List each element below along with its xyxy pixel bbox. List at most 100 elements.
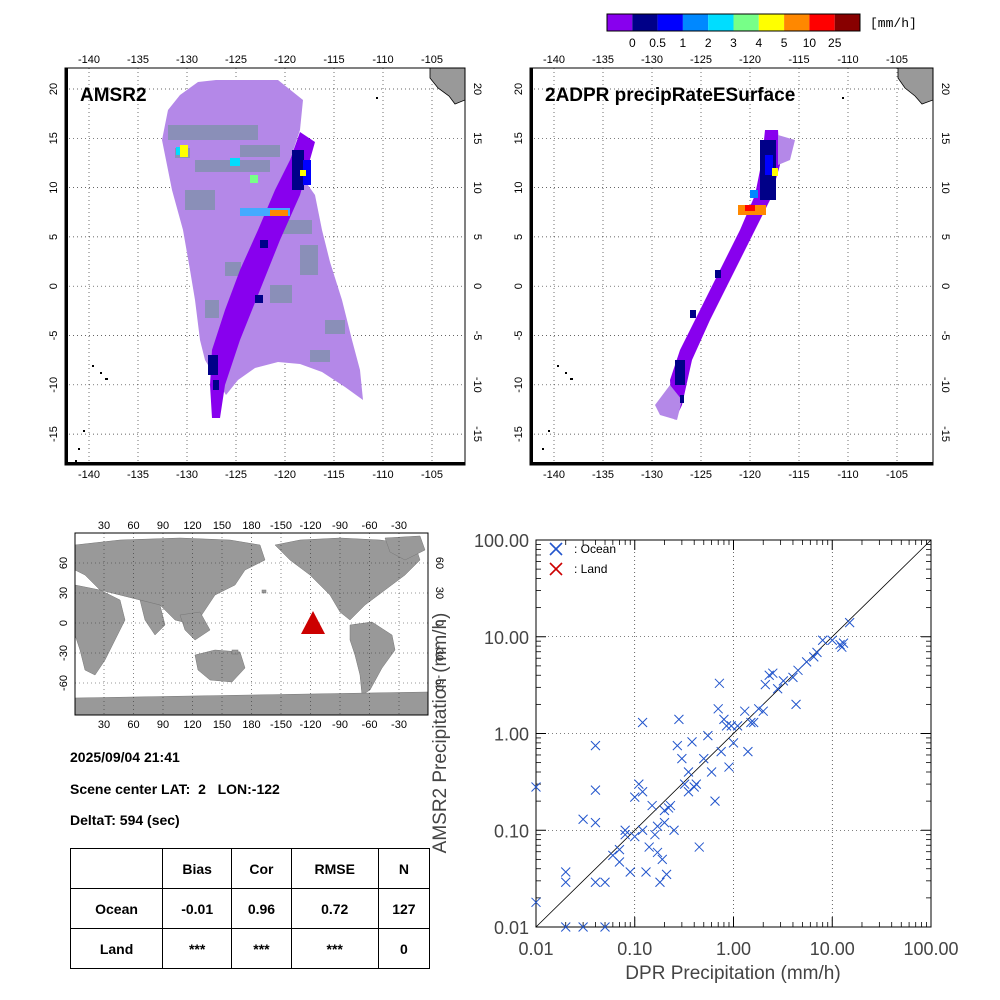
- stats-header-row: Bias Cor RMSE N: [69, 848, 431, 889]
- map-lon-tick-label-bottom: -115: [323, 469, 344, 481]
- world-lon-tick-label-bottom: 60: [127, 719, 139, 731]
- stats-cell: 0.96: [231, 888, 292, 929]
- scatter-point: [683, 767, 694, 777]
- scatter-point: [703, 730, 713, 741]
- scatter-point-stroke: [714, 678, 725, 689]
- stats-cell: 0.72: [290, 888, 379, 929]
- stats-cell: ***: [231, 928, 292, 969]
- scatter-legend: : Ocean: Land: [549, 542, 616, 576]
- scatter-point: [531, 897, 541, 908]
- scatter-point-stroke: [728, 738, 739, 748]
- world-land-north-america: [274, 537, 421, 621]
- scatter-point: [652, 821, 663, 832]
- scatter-point: [716, 746, 727, 757]
- scatter-point: [661, 869, 672, 880]
- stats-cell: ***: [290, 928, 379, 969]
- scatter-point-stroke: [679, 779, 690, 789]
- world-lon-tick-label-top: -120: [299, 520, 321, 532]
- world-lon-tick-label-bottom: -60: [362, 719, 378, 731]
- scatter-point: [679, 779, 690, 789]
- stats-row-land: Land *** *** *** 0: [69, 928, 431, 969]
- scatter-point: [748, 717, 759, 728]
- world-lon-tick-label-top: 180: [242, 520, 260, 532]
- scatter-point-stroke: [637, 825, 648, 836]
- map-lon-tick-label-top: -125: [225, 54, 247, 66]
- scatter-point-stroke: [531, 897, 541, 908]
- stats-cell: 0: [377, 928, 431, 969]
- scatter-point: [694, 842, 705, 852]
- scatter-point: [633, 779, 644, 789]
- scatter-ticks: 0.010.01 0.10 0.10 1.00 1.00 10.00 10.00 100.00…: [474, 531, 959, 959]
- scatter-point: [665, 800, 676, 811]
- scatter-point-stroke: [657, 854, 668, 865]
- scatter-point-stroke: [637, 717, 648, 728]
- map-lat-tick-label-right: 5: [471, 234, 483, 240]
- scatter-point: [659, 817, 670, 828]
- scatter-point: [625, 867, 636, 877]
- scatter-point-stroke: [614, 857, 625, 867]
- scatter-legend-marker: [549, 542, 563, 556]
- scatter-point-stroke: [703, 730, 713, 741]
- scatter-point: [835, 639, 845, 650]
- stats-header-n: N: [377, 848, 431, 889]
- scatter-point-stroke: [674, 714, 684, 725]
- scatter-y-axis-label: AMSR2 Precipitation (mm/h): [430, 613, 451, 854]
- scatter-point-stroke: [689, 782, 700, 792]
- scatter-point-stroke: [655, 877, 665, 888]
- scatter-point-stroke: [644, 842, 655, 852]
- map-lat-tick-label-left: 20: [48, 83, 60, 95]
- scatter-point: [743, 746, 753, 757]
- scatter-point-stroke: [641, 867, 651, 877]
- stats-row-ocean: Ocean -0.01 0.96 0.72 127: [69, 888, 431, 929]
- dpr-islands: [542, 97, 844, 450]
- scatter-point: [560, 922, 571, 932]
- scatter-legend-entry: : Ocean: [549, 542, 616, 556]
- world-lon-tick-label-bottom: -90: [332, 719, 348, 731]
- scatter-point: [600, 877, 610, 888]
- map-lon-tick-label-bottom: -105: [886, 469, 908, 481]
- dpr-panel-title: 2ADPR precipRateESurface: [545, 85, 795, 106]
- scene-location-marker: [301, 611, 325, 634]
- scene-center: Scene center LAT: 2 LON:-122: [70, 781, 280, 797]
- scatter-point-stroke: [672, 740, 683, 751]
- map-lon-tick-label-top: -140: [78, 54, 100, 66]
- amsr2-dpr-track: [210, 132, 315, 418]
- world-lon-tick-label-top: 30: [98, 520, 110, 532]
- scatter-point: [706, 767, 717, 777]
- scatter-point: [614, 857, 625, 867]
- scatter-point: [590, 877, 601, 888]
- scatter-point-stroke: [683, 767, 694, 777]
- map-lat-tick-label-left: 5: [513, 234, 525, 240]
- scatter-point: [827, 635, 838, 646]
- map-frame-thick-bottom: [530, 462, 933, 465]
- world-lat-tick-label-right: 30: [433, 587, 445, 599]
- scatter-point: [620, 829, 631, 840]
- scatter-point-stroke: [560, 877, 571, 888]
- scatter-point: [778, 676, 789, 686]
- scatter-point: [728, 738, 739, 748]
- map-lon-tick-label-top: -135: [127, 54, 149, 66]
- map-lat-tick-label-right: 0: [471, 283, 483, 289]
- world-lat-tick-label-right: -60: [433, 675, 445, 691]
- amsr2-panel-title: AMSR2: [80, 85, 147, 106]
- colorbar: 0 0.5 1 2 3 4 5 10 25: [606, 13, 861, 50]
- map-lon-tick-label-bottom: -130: [176, 469, 198, 481]
- scatter-point: [647, 800, 657, 811]
- scatter-point-stroke: [578, 922, 588, 932]
- map-lat-tick-label-right: -5: [939, 331, 951, 341]
- map-lat-tick-label-left: 5: [48, 234, 60, 240]
- map-lon-tick-label-bottom: -105: [421, 469, 443, 481]
- map-lat-tick-label-right: -10: [471, 377, 483, 393]
- scatter-point-stroke: [835, 639, 845, 650]
- scatter-point: [590, 740, 601, 751]
- stats-cell: ***: [162, 928, 233, 969]
- scatter-point-stroke: [661, 869, 672, 880]
- dpr-heavy-rain-pixels: [675, 140, 778, 403]
- map-lon-tick-label-bottom: -115: [788, 469, 809, 481]
- amsr2-islands: [75, 97, 378, 462]
- map-lon-tick-label-bottom: -125: [225, 469, 247, 481]
- map-lat-tick-label-right: 10: [939, 181, 951, 193]
- map-lat-tick-label-right: 0: [939, 283, 951, 289]
- dpr-land-mexico: [897, 68, 933, 105]
- scatter-point: [637, 825, 648, 836]
